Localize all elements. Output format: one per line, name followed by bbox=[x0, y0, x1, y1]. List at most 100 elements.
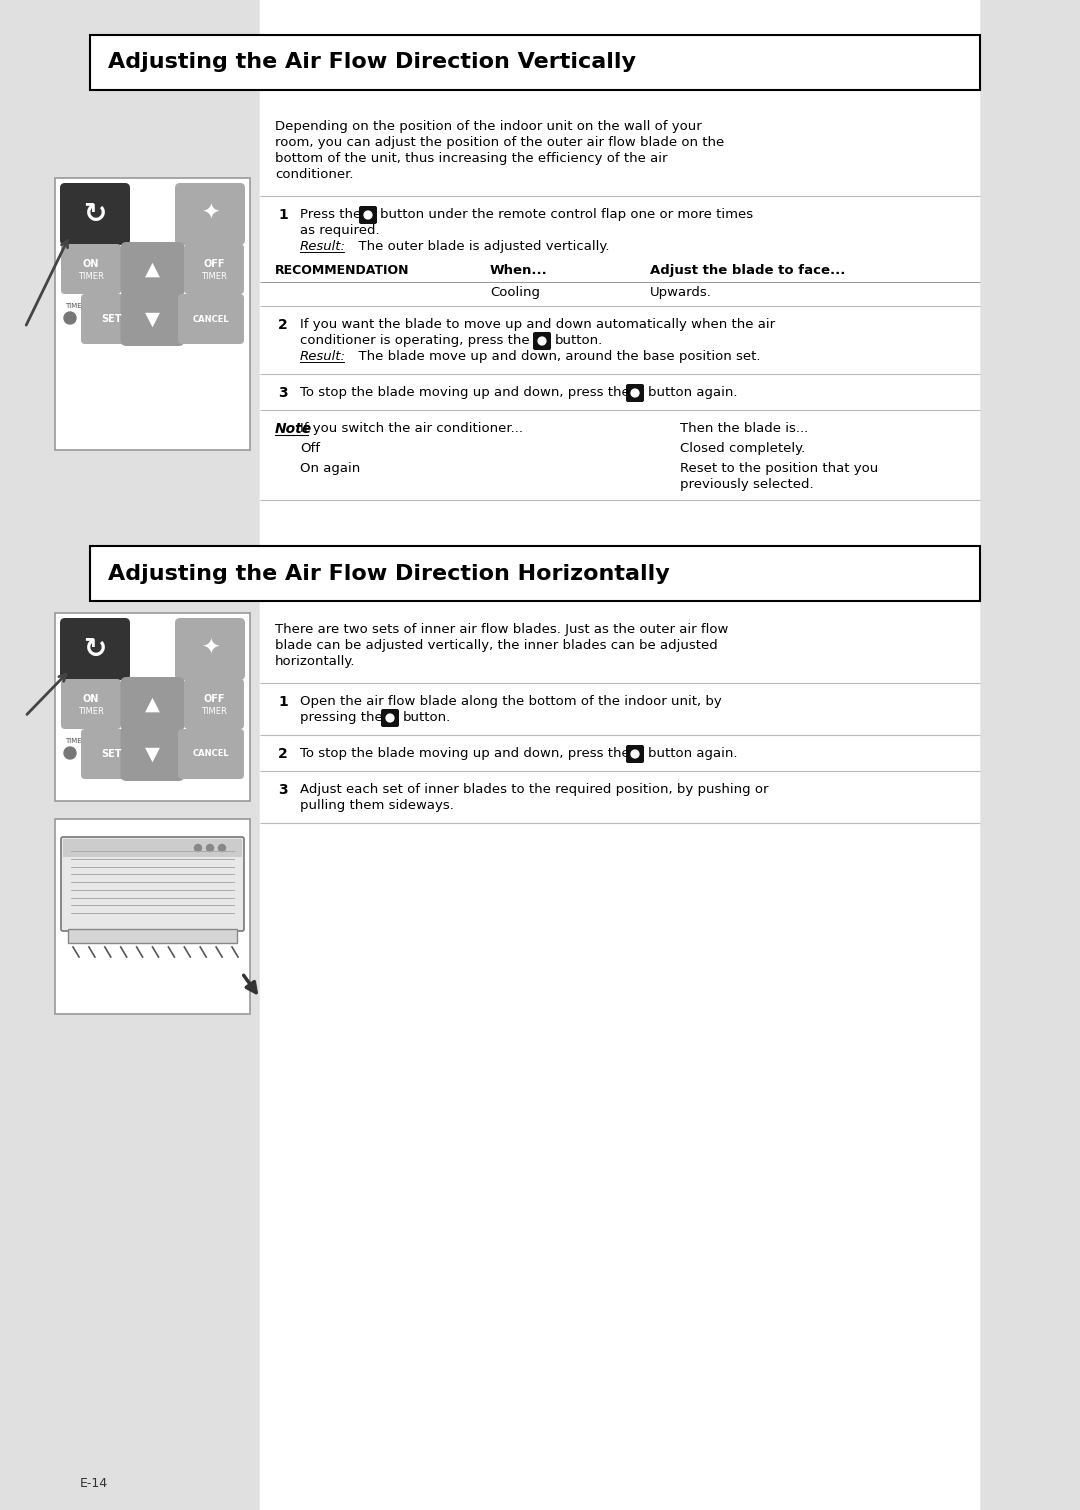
FancyBboxPatch shape bbox=[81, 729, 141, 779]
Text: E-14: E-14 bbox=[80, 1477, 108, 1490]
FancyBboxPatch shape bbox=[60, 680, 121, 729]
Text: When...: When... bbox=[490, 264, 548, 276]
Text: bottom of the unit, thus increasing the efficiency of the air: bottom of the unit, thus increasing the … bbox=[275, 153, 667, 165]
Text: room, you can adjust the position of the outer air flow blade on the: room, you can adjust the position of the… bbox=[275, 136, 725, 149]
Text: horizontally.: horizontally. bbox=[275, 655, 355, 667]
Text: CANCEL: CANCEL bbox=[192, 314, 229, 323]
Text: Reset to the position that you: Reset to the position that you bbox=[680, 462, 878, 476]
Text: ▲: ▲ bbox=[145, 695, 160, 714]
FancyBboxPatch shape bbox=[55, 613, 249, 800]
Text: TIMER: TIMER bbox=[201, 272, 227, 281]
FancyBboxPatch shape bbox=[81, 294, 141, 344]
Text: Note: Note bbox=[275, 421, 312, 436]
Text: OFF: OFF bbox=[203, 695, 225, 704]
Circle shape bbox=[64, 313, 76, 325]
Text: ✦: ✦ bbox=[201, 204, 219, 223]
FancyBboxPatch shape bbox=[175, 618, 245, 680]
Text: 1: 1 bbox=[278, 208, 287, 222]
Circle shape bbox=[631, 390, 639, 397]
Text: pressing the: pressing the bbox=[300, 711, 382, 723]
Text: The blade move up and down, around the base position set.: The blade move up and down, around the b… bbox=[350, 350, 760, 362]
Text: blade can be adjusted vertically, the inner blades can be adjusted: blade can be adjusted vertically, the in… bbox=[275, 639, 718, 652]
Text: Off: Off bbox=[300, 442, 320, 455]
FancyBboxPatch shape bbox=[178, 294, 244, 344]
Text: button again.: button again. bbox=[648, 747, 738, 760]
Text: SET: SET bbox=[100, 749, 121, 760]
Text: TIMER: TIMER bbox=[201, 707, 227, 716]
Text: button again.: button again. bbox=[648, 387, 738, 399]
Circle shape bbox=[538, 337, 545, 344]
Text: ON: ON bbox=[83, 258, 99, 269]
Text: To stop the blade moving up and down, press the: To stop the blade moving up and down, pr… bbox=[300, 747, 630, 760]
Text: Closed completely.: Closed completely. bbox=[680, 442, 806, 455]
Text: ON: ON bbox=[83, 695, 99, 704]
Text: ▲: ▲ bbox=[145, 260, 160, 278]
Text: TIMER: TIMER bbox=[78, 707, 104, 716]
FancyBboxPatch shape bbox=[259, 0, 981, 1510]
FancyBboxPatch shape bbox=[184, 680, 244, 729]
Text: button.: button. bbox=[403, 711, 451, 723]
Text: SET: SET bbox=[100, 314, 121, 325]
Circle shape bbox=[631, 750, 639, 758]
Text: Adjust each set of inner blades to the required position, by pushing or: Adjust each set of inner blades to the r… bbox=[300, 784, 769, 796]
Text: CANCEL: CANCEL bbox=[192, 749, 229, 758]
Circle shape bbox=[206, 844, 214, 852]
Text: ✦: ✦ bbox=[201, 639, 219, 658]
FancyBboxPatch shape bbox=[121, 726, 185, 781]
Text: The outer blade is adjusted vertically.: The outer blade is adjusted vertically. bbox=[350, 240, 609, 254]
Circle shape bbox=[386, 714, 394, 722]
FancyBboxPatch shape bbox=[60, 245, 121, 294]
FancyBboxPatch shape bbox=[381, 710, 399, 726]
Circle shape bbox=[364, 211, 372, 219]
Text: Cooling: Cooling bbox=[490, 285, 540, 299]
Text: button.: button. bbox=[555, 334, 604, 347]
FancyBboxPatch shape bbox=[121, 291, 185, 346]
FancyBboxPatch shape bbox=[90, 547, 980, 601]
Text: 2: 2 bbox=[278, 319, 287, 332]
Text: Then the blade is...: Then the blade is... bbox=[680, 421, 808, 435]
Text: Press the: Press the bbox=[300, 208, 361, 220]
FancyBboxPatch shape bbox=[63, 840, 242, 858]
Text: Depending on the position of the indoor unit on the wall of your: Depending on the position of the indoor … bbox=[275, 119, 702, 133]
Text: If you want the blade to move up and down automatically when the air: If you want the blade to move up and dow… bbox=[300, 319, 775, 331]
Circle shape bbox=[64, 747, 76, 760]
Text: conditioner.: conditioner. bbox=[275, 168, 353, 181]
Text: Adjust the blade to face...: Adjust the blade to face... bbox=[650, 264, 846, 276]
FancyBboxPatch shape bbox=[60, 837, 244, 932]
Text: as required.: as required. bbox=[300, 223, 380, 237]
Text: 3: 3 bbox=[278, 784, 287, 797]
Text: RECOMMENDATION: RECOMMENDATION bbox=[275, 264, 409, 276]
Text: pulling them sideways.: pulling them sideways. bbox=[300, 799, 454, 812]
FancyBboxPatch shape bbox=[178, 729, 244, 779]
FancyBboxPatch shape bbox=[60, 183, 130, 245]
Text: Adjusting the Air Flow Direction Horizontally: Adjusting the Air Flow Direction Horizon… bbox=[108, 563, 670, 583]
FancyBboxPatch shape bbox=[121, 242, 185, 296]
Text: 1: 1 bbox=[278, 695, 287, 710]
FancyBboxPatch shape bbox=[626, 384, 644, 402]
Text: ▼: ▼ bbox=[145, 310, 160, 329]
FancyBboxPatch shape bbox=[184, 245, 244, 294]
FancyBboxPatch shape bbox=[534, 332, 551, 350]
FancyBboxPatch shape bbox=[359, 205, 377, 223]
Circle shape bbox=[218, 844, 226, 852]
Text: 2: 2 bbox=[278, 747, 287, 761]
Text: There are two sets of inner air flow blades. Just as the outer air flow: There are two sets of inner air flow bla… bbox=[275, 624, 728, 636]
Text: 3: 3 bbox=[278, 387, 287, 400]
FancyBboxPatch shape bbox=[55, 818, 249, 1015]
Circle shape bbox=[194, 844, 202, 852]
Text: On again: On again bbox=[300, 462, 361, 476]
FancyBboxPatch shape bbox=[55, 178, 249, 450]
FancyBboxPatch shape bbox=[68, 929, 237, 944]
Text: Adjusting the Air Flow Direction Vertically: Adjusting the Air Flow Direction Vertica… bbox=[108, 53, 636, 72]
Text: TIMER: TIMER bbox=[78, 272, 104, 281]
Text: OFF: OFF bbox=[203, 258, 225, 269]
Text: Upwards.: Upwards. bbox=[650, 285, 712, 299]
FancyBboxPatch shape bbox=[90, 35, 980, 91]
Text: ↻: ↻ bbox=[83, 636, 107, 663]
Text: TIME: TIME bbox=[65, 738, 82, 744]
Text: Open the air flow blade along the bottom of the indoor unit, by: Open the air flow blade along the bottom… bbox=[300, 695, 721, 708]
Text: TIME: TIME bbox=[65, 304, 82, 310]
Text: ▼: ▼ bbox=[145, 744, 160, 764]
Text: If you switch the air conditioner...: If you switch the air conditioner... bbox=[300, 421, 523, 435]
Text: previously selected.: previously selected. bbox=[680, 479, 813, 491]
